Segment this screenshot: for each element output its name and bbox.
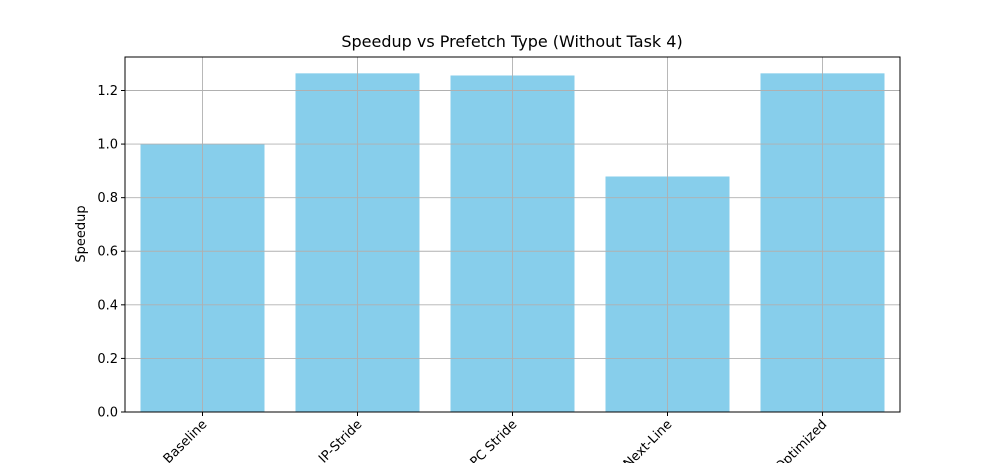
chart-title: Speedup vs Prefetch Type (Without Task 4…	[341, 32, 682, 51]
y-tick-label: 0.8	[97, 191, 118, 206]
x-tick-label: Next-Line	[621, 417, 676, 463]
y-tick-label: 1.0	[97, 138, 118, 153]
y-tick-label: 1.2	[97, 84, 118, 99]
y-tick-label: 0.0	[97, 406, 118, 421]
y-axis-ticks: 0.0 0.2 0.4 0.6 0.8 1.0 1.2	[97, 84, 125, 421]
x-tick-label: IP-Stride	[316, 417, 365, 463]
grid-lines-overlay	[125, 57, 900, 413]
y-axis-label: Speedup	[74, 205, 89, 262]
y-tick-label: 0.4	[97, 298, 118, 313]
x-tick-label: Optimized	[773, 417, 831, 463]
x-axis-ticks: Baseline IP-Stride PC Stride Next-Line Optim…	[161, 412, 831, 463]
y-tick-label: 0.6	[97, 245, 118, 260]
x-tick-label: Baseline	[161, 417, 211, 463]
x-tick-label: PC Stride	[468, 417, 521, 463]
y-tick-label: 0.2	[97, 352, 118, 367]
